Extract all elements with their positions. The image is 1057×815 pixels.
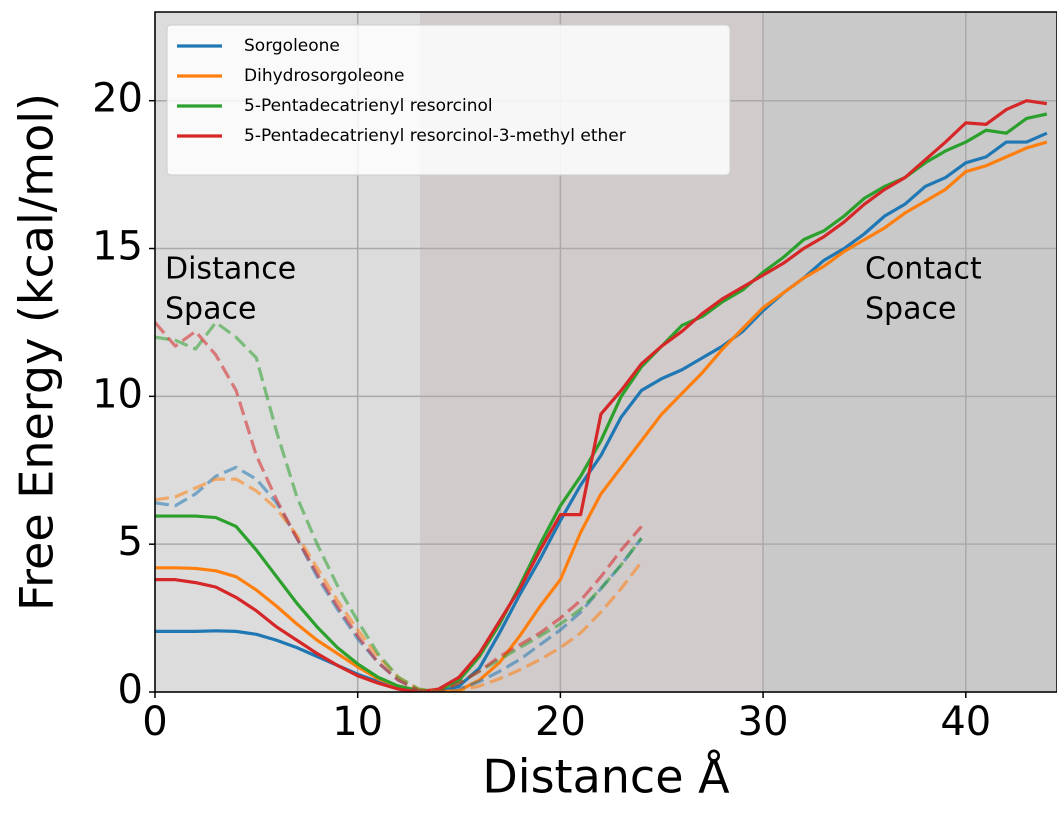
legend-label: 5-Pentadecatrienyl resorcinol-3-methyl e… xyxy=(244,126,626,146)
x-tick-label: 0 xyxy=(142,699,167,745)
y-tick-label: 15 xyxy=(92,224,143,270)
y-tick-label: 20 xyxy=(92,76,143,122)
line xyxy=(155,131,1048,692)
annotation: Space xyxy=(865,292,956,327)
plot-frame xyxy=(154,11,1057,693)
x-axis-label: Distance Å xyxy=(482,750,730,804)
dashed-line xyxy=(155,320,643,692)
legend-label: Sorgoleone xyxy=(244,36,340,56)
x-tick-label: 10 xyxy=(332,699,383,745)
legend: Sorgoleone Dihydrosorgoleone 5-Pentadecatr… xyxy=(166,24,731,176)
y-axis-label: Free Energy (kcal/mol) xyxy=(10,93,64,611)
dashed-line xyxy=(155,321,643,692)
line xyxy=(155,99,1048,692)
x-tick-label: 20 xyxy=(535,699,586,745)
y-tick-label: 10 xyxy=(92,371,143,417)
x-tick-label: 40 xyxy=(940,699,991,745)
annotation: Space xyxy=(165,292,256,327)
annotation: Contact xyxy=(865,252,982,287)
line xyxy=(155,140,1048,692)
y-tick-label: 0 xyxy=(118,667,143,713)
x-tick-label: 30 xyxy=(738,699,789,745)
legend-label: 5-Pentadecatrienyl resorcinol xyxy=(244,96,493,116)
y-tick-label: 5 xyxy=(118,519,143,565)
legend-label: Dihydrosorgoleone xyxy=(244,66,404,86)
legend-box xyxy=(166,24,731,176)
ticks: 0 10 20 30 40 0 5 10 15 20 xyxy=(92,76,991,745)
annotation: Distance xyxy=(165,252,296,287)
lines xyxy=(155,99,1048,692)
annotations: Distance Space Contact Space xyxy=(165,252,982,327)
